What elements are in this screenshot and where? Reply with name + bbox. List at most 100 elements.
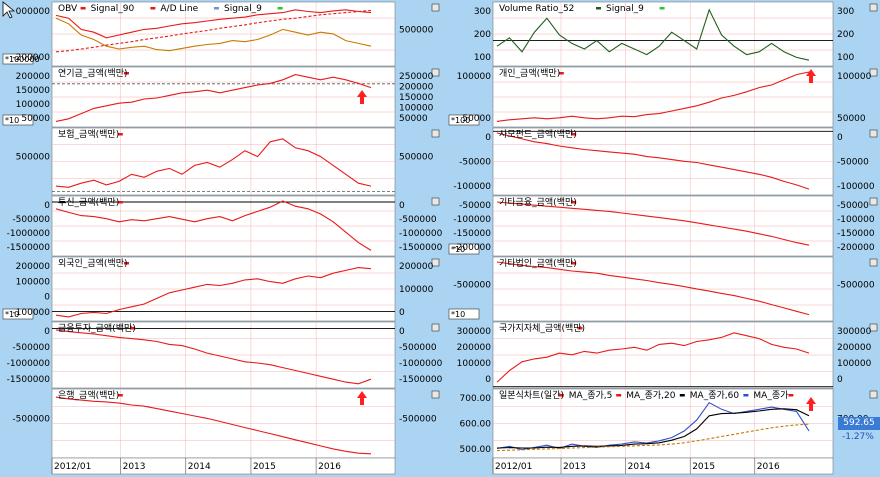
series-line-price [496,423,810,452]
ytick-right-volratio: 200 [837,30,854,40]
price-change-value: -1.27% [842,432,874,442]
ytick-left-other_corp: -500000 [453,280,491,290]
series-line-other_corp [496,261,810,316]
panel-fin_invest [51,321,440,389]
legend-label-obv: OBV [58,4,78,14]
ytick-left-individual: 100000 [457,72,492,82]
close-icon [431,68,440,77]
ytick-left-price: 700.00 [460,394,492,404]
price-change: -1.27% [842,432,874,442]
legend-label-price: MA_종가,20 [626,390,676,401]
legend-label-trust: 투신_금액(백만) [58,196,119,208]
ytick-right-volratio: 300 [837,7,854,17]
ytick-left-pension: 200000 [16,72,51,82]
panel-obv [2,1,440,67]
ytick-right-fin_invest: -1000000 [399,359,443,369]
close-icon [431,390,440,399]
ytick-right-gov: 300000 [837,327,872,337]
legend-label-foreign: 외국인_금액(백만) [58,257,127,269]
series-line-obv [55,9,372,53]
panel-trust [51,195,440,257]
ytick-right-obv: 500000 [399,25,434,35]
scale-box-other_corp [448,308,480,320]
ytick-right-fin_invest: 0 [399,327,405,337]
ytick-left-volratio: 100 [474,53,491,63]
legend-label-other_corp: 기타법인_금액(백만) [499,257,577,269]
ytick-right-trust: -1500000 [399,243,443,253]
legend-marker-obv [80,7,86,10]
x-tick-label-left: 2014 [188,462,211,472]
scale-label-obv: *100000 [5,55,40,64]
ytick-left-other_fin: -100000 [453,215,491,225]
series-line-pension [55,74,372,122]
series-line-other_fin [496,201,810,246]
ytick-right-fin_invest: -1500000 [399,375,443,385]
x-tick-label-left: 2015 [253,462,276,472]
scale-label-individual: *100 [451,116,470,125]
scale-label-other_corp: *10 [451,310,465,319]
legend-marker-insurance [117,133,123,136]
close-icon [869,323,878,332]
close-icon [431,3,440,12]
price-badge: 592.65 [838,417,880,430]
close-icon [869,3,878,12]
ytick-left-price: 500.00 [460,445,492,455]
legend-label-volratio: Signal_9 [606,4,644,14]
ytick-left-foreign: 200000 [16,262,51,272]
ytick-right-private_fund: -100000 [837,182,875,192]
ytick-left-trust: -1000000 [7,229,51,239]
ytick-right-other_fin: -150000 [837,229,875,239]
legend-marker-individual [558,72,564,75]
close-icon [869,390,878,399]
panel-volratio [492,1,878,67]
x-tick-label-left: 2016 [318,462,341,472]
ytick-left-bank: -500000 [12,414,50,424]
close-icon [869,129,878,138]
legend-label-price: MA_종가,60 [690,390,740,401]
legend-label-fin_invest: 금융투자_금액(백만) [58,322,136,334]
panel-other_fin [448,195,878,257]
ytick-right-individual: 100000 [837,72,872,82]
legend-marker-price [558,394,564,397]
ytick-left-fin_invest: -500000 [12,343,50,353]
series-line-obv [55,17,372,52]
x-tick-label-right: 2016 [757,462,780,472]
legend-label-gov: 국가지자체_금액(백만) [499,322,585,334]
series-line-insurance [55,138,372,188]
panel-foreign [2,256,440,322]
ytick-left-foreign: -100000 [12,308,50,318]
price-badge-value: 592.65 [843,418,875,428]
ytick-right-pension: 150000 [399,93,434,103]
close-icon [431,323,440,332]
ytick-left-gov: 100000 [457,359,492,369]
ytick-right-foreign: 100000 [399,285,434,295]
legend-marker-trust [117,201,123,204]
annotation-arrow [357,90,367,104]
close-icon [431,129,440,138]
scale-label-pension: *10 [5,116,19,125]
annotation-arrow [357,391,367,405]
legend-label-pension: 연기금_금액(백만) [58,67,127,79]
ytick-left-other_fin: -50000 [459,201,491,211]
close-icon [431,197,440,206]
legend-label-individual: 개인_금액(백만) [499,67,560,79]
ytick-left-pension: 100000 [16,100,51,110]
x-axis-strip-right [492,457,834,475]
scale-box-pension [2,114,34,126]
ytick-left-obv: 000000 [16,7,51,17]
ytick-left-individual: 50000 [462,114,491,124]
legend-marker-volratio [596,7,601,10]
ytick-right-bank: -500000 [399,414,437,424]
x-axis-strip-left [51,457,396,475]
ytick-right-foreign: 200000 [399,262,434,272]
legend-marker-price [743,394,749,397]
ytick-left-fin_invest: -1500000 [7,375,51,385]
legend-marker-fin_invest [130,327,136,330]
ytick-right-pension: 100000 [399,104,434,114]
close-icon [869,197,878,206]
series-line-fin_invest [55,329,372,385]
legend-marker-obv [214,7,219,10]
close-icon [869,258,878,267]
legend-label-price: MA_종가 [753,390,788,401]
